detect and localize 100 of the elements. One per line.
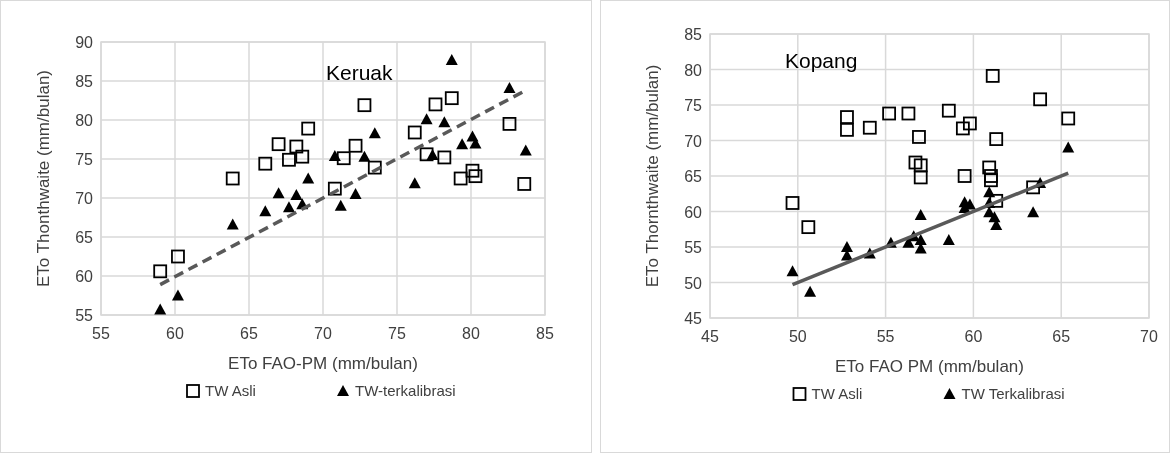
- point: [259, 205, 272, 217]
- y-tick-label: 55: [684, 239, 703, 256]
- point: [258, 156, 273, 171]
- point: [912, 130, 926, 144]
- point: [407, 125, 422, 140]
- point: [982, 160, 997, 175]
- x-tick-label: 55: [876, 328, 895, 345]
- y-tick-label: 75: [75, 151, 94, 168]
- point: [941, 103, 956, 118]
- point: [367, 160, 382, 175]
- point: [862, 120, 877, 135]
- point: [465, 163, 480, 178]
- point: [336, 151, 351, 166]
- point: [272, 187, 285, 199]
- y-tick-label: 45: [684, 310, 703, 327]
- point: [840, 122, 854, 137]
- legend-label: TW Terkalibrasi: [961, 385, 1065, 402]
- point: [1062, 141, 1075, 153]
- y-tick-label: 70: [75, 190, 94, 207]
- point: [453, 171, 468, 186]
- y-axis-title: ETo Thonthwaite (mm/bulan): [34, 69, 53, 288]
- legend-label: TW Asli: [811, 385, 863, 402]
- x-axis-title: ETo FAO PM (mm/bulan): [835, 357, 1024, 376]
- point: [445, 53, 458, 65]
- point: [408, 177, 421, 189]
- x-axis-title: ETo FAO-PM (mm/bulan): [228, 354, 418, 373]
- point: [282, 152, 296, 167]
- y-tick-label: 90: [75, 34, 94, 51]
- point: [290, 188, 303, 200]
- point: [985, 68, 1000, 83]
- point: [289, 139, 304, 154]
- legend-label: TW-terkalibrasi: [355, 382, 456, 399]
- point: [962, 116, 977, 131]
- point: [1027, 206, 1040, 218]
- point: [468, 169, 483, 184]
- legend-label: TW Asli: [205, 382, 256, 399]
- point: [444, 91, 459, 106]
- point: [503, 82, 516, 94]
- point: [801, 220, 816, 235]
- y-tick-label: 80: [75, 112, 94, 129]
- point: [438, 116, 451, 128]
- point: [420, 113, 433, 125]
- point: [882, 106, 897, 121]
- point: [984, 169, 998, 183]
- x-tick-label: 60: [166, 325, 184, 342]
- point: [301, 121, 316, 136]
- y-tick-label: 70: [684, 132, 703, 150]
- point: [456, 138, 469, 150]
- x-tick-label: 80: [462, 325, 480, 342]
- point: [1061, 111, 1076, 126]
- point: [282, 201, 295, 213]
- point: [840, 241, 853, 252]
- point: [225, 171, 240, 186]
- point: [913, 158, 928, 173]
- point: [901, 106, 916, 121]
- x-tick-label: 65: [240, 325, 258, 342]
- x-tick-label: 45: [701, 328, 719, 345]
- point: [983, 186, 996, 198]
- y-tick-label: 65: [684, 168, 703, 185]
- point: [942, 233, 955, 245]
- point: [328, 149, 341, 161]
- point: [153, 264, 168, 279]
- y-tick-label: 65: [75, 229, 94, 246]
- point: [349, 188, 362, 200]
- point: [914, 233, 927, 245]
- x-tick-label: 60: [964, 328, 983, 345]
- point: [957, 169, 972, 183]
- point: [327, 181, 342, 196]
- point: [517, 177, 532, 191]
- point: [804, 285, 817, 297]
- x-tick-label: 70: [1140, 328, 1158, 345]
- y-tick-label: 55: [75, 307, 94, 324]
- point: [1033, 92, 1048, 107]
- point: [171, 289, 184, 301]
- point: [358, 150, 371, 162]
- y-tick-label: 85: [75, 73, 94, 90]
- text: Keruak: [326, 61, 394, 84]
- y-tick-label: 85: [684, 26, 703, 43]
- point: [914, 209, 927, 221]
- point: [913, 170, 928, 185]
- x-tick-label: 55: [92, 325, 110, 342]
- point: [348, 138, 363, 153]
- point: [295, 149, 310, 164]
- point: [519, 144, 532, 156]
- y-tick-label: 60: [684, 203, 703, 221]
- point: [437, 150, 452, 165]
- x-tick-label: 50: [788, 328, 807, 345]
- point: [171, 249, 185, 264]
- x-tick-label: 75: [388, 325, 406, 342]
- y-axis-title: ETo Thornthwaite (mm/bulan): [643, 64, 662, 288]
- point: [368, 127, 381, 139]
- point: [502, 117, 517, 131]
- x-tick-label: 65: [1052, 328, 1071, 345]
- point: [785, 196, 800, 210]
- point: [984, 173, 998, 188]
- point: [1026, 180, 1040, 195]
- x-tick-label: 70: [314, 325, 332, 342]
- point: [271, 137, 286, 152]
- point: [302, 172, 315, 184]
- point: [428, 97, 443, 112]
